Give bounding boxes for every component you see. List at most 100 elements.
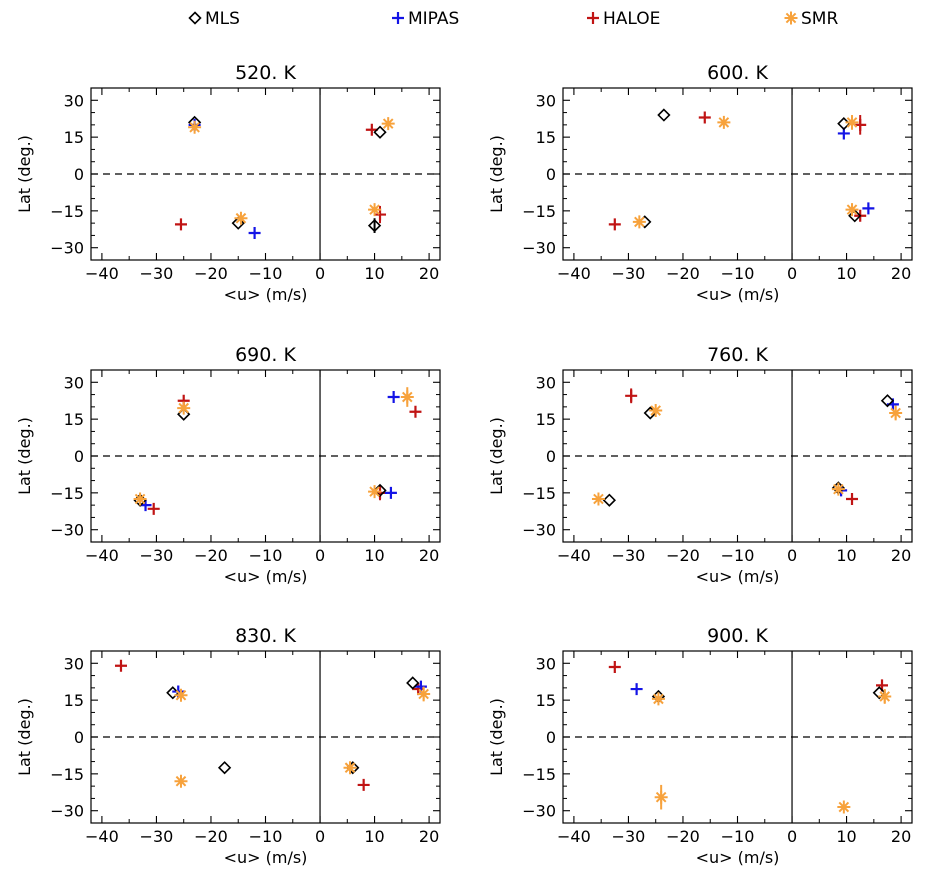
data-point-haloe: [625, 389, 638, 402]
x-tick-label: −40: [557, 546, 591, 565]
panel-title: 520. K: [235, 62, 296, 84]
data-point-smr: [845, 115, 859, 129]
series-smr: [188, 117, 395, 225]
y-tick-label: −15: [522, 202, 556, 221]
y-tick-label: 15: [536, 128, 556, 147]
y-tick-label: 30: [536, 91, 556, 110]
series-mipas: [837, 127, 875, 215]
data-point-haloe: [409, 405, 422, 418]
x-tick-label: 20: [891, 264, 911, 283]
y-tick-label: 30: [64, 91, 84, 110]
x-tick-label: 20: [419, 264, 439, 283]
x-tick-label: 10: [836, 827, 856, 846]
y-axis-label: Lat (deg.): [15, 417, 34, 495]
y-tick-label: −15: [50, 484, 84, 503]
y-tick-label: 30: [64, 373, 84, 392]
data-point-smr: [654, 790, 668, 804]
series-mls: [166, 676, 420, 775]
data-point-mls: [657, 108, 671, 122]
x-axis-label: <u> (m/s): [224, 567, 308, 586]
x-tick-label: −40: [557, 264, 591, 283]
data-point-smr: [177, 401, 191, 415]
series-smr: [133, 387, 414, 506]
series-mipas: [172, 680, 427, 698]
y-axis-label: Lat (deg.): [487, 135, 506, 213]
panel-title: 690. K: [235, 344, 296, 366]
data-point-haloe: [365, 123, 378, 136]
x-tick-label: −10: [721, 546, 755, 565]
series-haloe: [608, 660, 889, 692]
panel-title: 760. K: [707, 344, 768, 366]
data-point-mls: [602, 493, 616, 507]
data-point-smr: [717, 115, 731, 129]
y-tick-label: 15: [64, 691, 84, 710]
legend-marker-smr: [784, 11, 798, 25]
y-tick-label: −30: [50, 239, 84, 258]
data-point-smr: [174, 774, 188, 788]
y-axis-label: Lat (deg.): [15, 698, 34, 776]
series-haloe: [114, 659, 425, 791]
x-axis-label: <u> (m/s): [224, 285, 308, 304]
y-tick-label: −30: [50, 802, 84, 821]
data-point-smr: [837, 800, 851, 814]
x-tick-label: −20: [666, 827, 700, 846]
data-point-mipas: [248, 226, 261, 239]
x-tick-label: −30: [612, 827, 646, 846]
x-tick-label: −10: [721, 264, 755, 283]
x-tick-label: −40: [85, 827, 119, 846]
data-point-haloe: [854, 118, 867, 131]
y-tick-label: −15: [50, 765, 84, 784]
x-tick-label: 20: [891, 546, 911, 565]
x-tick-label: −10: [249, 264, 283, 283]
data-point-smr: [174, 688, 188, 702]
data-point-smr: [133, 492, 147, 506]
y-tick-label: 0: [546, 165, 556, 184]
data-point-mipas: [384, 486, 397, 499]
data-point-smr: [368, 203, 382, 217]
y-tick-label: −15: [50, 202, 84, 221]
x-tick-label: 0: [787, 546, 797, 565]
y-tick-label: 15: [536, 410, 556, 429]
y-tick-label: 0: [74, 165, 84, 184]
series-mipas: [630, 683, 643, 696]
series-mipas: [188, 118, 261, 239]
panel-title: 900. K: [707, 625, 768, 647]
data-point-smr: [591, 492, 605, 506]
x-axis-label: <u> (m/s): [224, 848, 308, 867]
data-point-haloe: [147, 502, 160, 515]
x-tick-label: 0: [315, 827, 325, 846]
y-tick-label: 0: [74, 447, 84, 466]
y-tick-label: 0: [74, 728, 84, 747]
legend-marker-mipas: [392, 12, 404, 24]
x-axis-label: <u> (m/s): [696, 848, 780, 867]
data-point-mipas: [630, 683, 643, 696]
series-mls: [638, 108, 862, 229]
y-tick-label: 15: [64, 128, 84, 147]
x-tick-label: −40: [85, 264, 119, 283]
y-tick-label: −30: [522, 521, 556, 540]
x-tick-label: 20: [891, 827, 911, 846]
x-axis-label: <u> (m/s): [696, 285, 780, 304]
data-point-mipas: [862, 202, 875, 215]
data-point-haloe: [174, 218, 187, 231]
y-tick-label: −30: [522, 239, 556, 258]
series-mls: [187, 115, 387, 233]
data-point-mls: [367, 218, 382, 233]
y-tick-label: 30: [536, 373, 556, 392]
y-tick-label: 30: [536, 654, 556, 673]
legend-marker-haloe: [587, 12, 599, 24]
series-haloe: [608, 111, 867, 231]
legend-item-haloe: HALOE: [587, 9, 660, 29]
x-axis-label: <u> (m/s): [696, 567, 780, 586]
data-point-smr: [632, 215, 646, 229]
x-tick-label: 20: [419, 546, 439, 565]
x-tick-label: −20: [666, 546, 700, 565]
legend-item-mls: MLS: [188, 9, 240, 29]
data-point-smr: [831, 482, 845, 496]
data-point-haloe: [608, 660, 621, 673]
series-smr: [632, 115, 859, 229]
data-point-smr: [651, 692, 665, 706]
data-point-haloe: [608, 218, 621, 231]
x-tick-label: 0: [315, 264, 325, 283]
